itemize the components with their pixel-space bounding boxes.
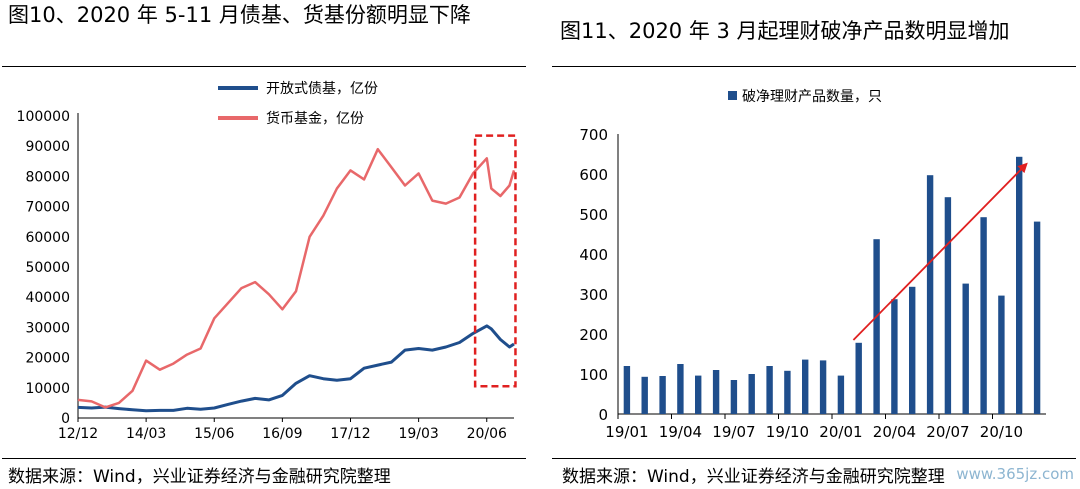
y-tick-label: 20000	[25, 351, 70, 367]
x-tick-label: 14/03	[126, 426, 166, 442]
bar	[1033, 221, 1041, 414]
bar-chart: 0 100 200 300 400 500 600 700 19/01 19/04 19/07 19/…	[579, 89, 1046, 441]
y-tick-label: 70000	[25, 200, 70, 216]
bar	[766, 366, 773, 414]
y-tick-label: 40000	[25, 290, 70, 306]
bar	[998, 295, 1005, 414]
bar	[909, 286, 916, 414]
bar	[891, 299, 898, 414]
left-source-rule	[2, 458, 526, 459]
watermark: www.365jz.com	[956, 465, 1074, 483]
bar	[802, 359, 809, 414]
left-title-rule	[2, 66, 526, 67]
x-tick-label: 12/12	[58, 426, 98, 442]
bar	[980, 217, 987, 414]
x-tick-label: 19/04	[659, 423, 702, 441]
y-tick-label: 0	[61, 411, 70, 427]
bar	[926, 175, 934, 414]
y-tick-label: 100	[579, 366, 608, 384]
y-tick-label: 700	[579, 126, 608, 144]
x-tick-label: 16/09	[262, 426, 302, 442]
right-chart-title: 图11、2020 年 3 月起理财破净产品数明显增加	[560, 19, 1010, 43]
legend-label-bond: 开放式债基，亿份	[266, 80, 378, 97]
x-tick-label: 15/06	[194, 426, 234, 442]
bar	[712, 370, 720, 414]
y-tick-label: 300	[579, 286, 608, 304]
x-tick-label: 19/07	[712, 423, 755, 441]
legend-label-money: 货币基金，亿份	[266, 110, 364, 127]
legend-swatch-bar	[728, 91, 737, 100]
left-chart-title: 图10、2020 年 5-11 月债基、货基份额明显下降	[8, 3, 471, 27]
right-title-rule	[552, 66, 1076, 67]
line-chart: 0 10000 20000 30000 40000 50000 60000 70000 8000…	[17, 80, 517, 442]
y-tick-label: 50000	[25, 260, 70, 276]
right-source-text: 数据来源：Wind，兴业证券经济与金融研究院整理	[562, 467, 945, 487]
x-tick-label: 19/10	[766, 423, 809, 441]
y-tick-label: 600	[579, 166, 608, 184]
x-tick-label: 20/01	[819, 423, 862, 441]
bar	[748, 374, 755, 414]
x-tick-label: 20/04	[873, 423, 916, 441]
bar	[677, 364, 684, 414]
x-tick-label: 20/06	[467, 426, 507, 442]
x-tick-label: 20/07	[926, 423, 969, 441]
left-panel: 图10、2020 年 5-11 月债基、货基份额明显下降 0 10000 20000…	[0, 0, 530, 489]
y-tick-label: 30000	[25, 320, 70, 336]
y-tick-label: 10000	[25, 381, 70, 397]
bar	[837, 375, 845, 414]
y-tick-label: 200	[579, 326, 608, 344]
y-tick-label: 100000	[17, 109, 70, 125]
bar	[944, 197, 952, 414]
y-tick-label: 400	[579, 246, 608, 264]
bar	[784, 370, 791, 414]
bar	[1016, 156, 1023, 415]
right-source-rule	[552, 458, 1076, 459]
y-tick-label: 0	[598, 406, 608, 424]
bar	[873, 239, 880, 414]
x-tick-label: 19/03	[398, 426, 438, 442]
money-fund-line	[77, 147, 516, 409]
x-tick-label: 17/12	[330, 426, 370, 442]
bond-fund-line	[77, 324, 515, 413]
left-source-text: 数据来源：Wind，兴业证券经济与金融研究院整理	[8, 467, 391, 487]
bar	[659, 376, 666, 414]
y-tick-label: 500	[579, 206, 608, 224]
highlight-box	[473, 134, 517, 388]
legend-label-bar: 破净理财产品数量，只	[742, 89, 882, 105]
bar	[695, 375, 702, 414]
bar	[962, 283, 969, 414]
y-tick-label: 80000	[25, 169, 70, 185]
bar	[730, 380, 738, 414]
bar	[623, 366, 631, 414]
bar	[819, 360, 827, 414]
y-tick-label: 60000	[25, 230, 70, 246]
trend-arrow	[852, 162, 1028, 341]
bar	[855, 342, 862, 414]
bar	[641, 376, 648, 414]
right-panel: 图11、2020 年 3 月起理财破净产品数明显增加 0 100 200 300 400…	[550, 0, 1080, 489]
x-tick-label: 19/01	[605, 423, 648, 441]
y-tick-label: 90000	[25, 139, 70, 155]
x-tick-label: 20/10	[980, 423, 1023, 441]
